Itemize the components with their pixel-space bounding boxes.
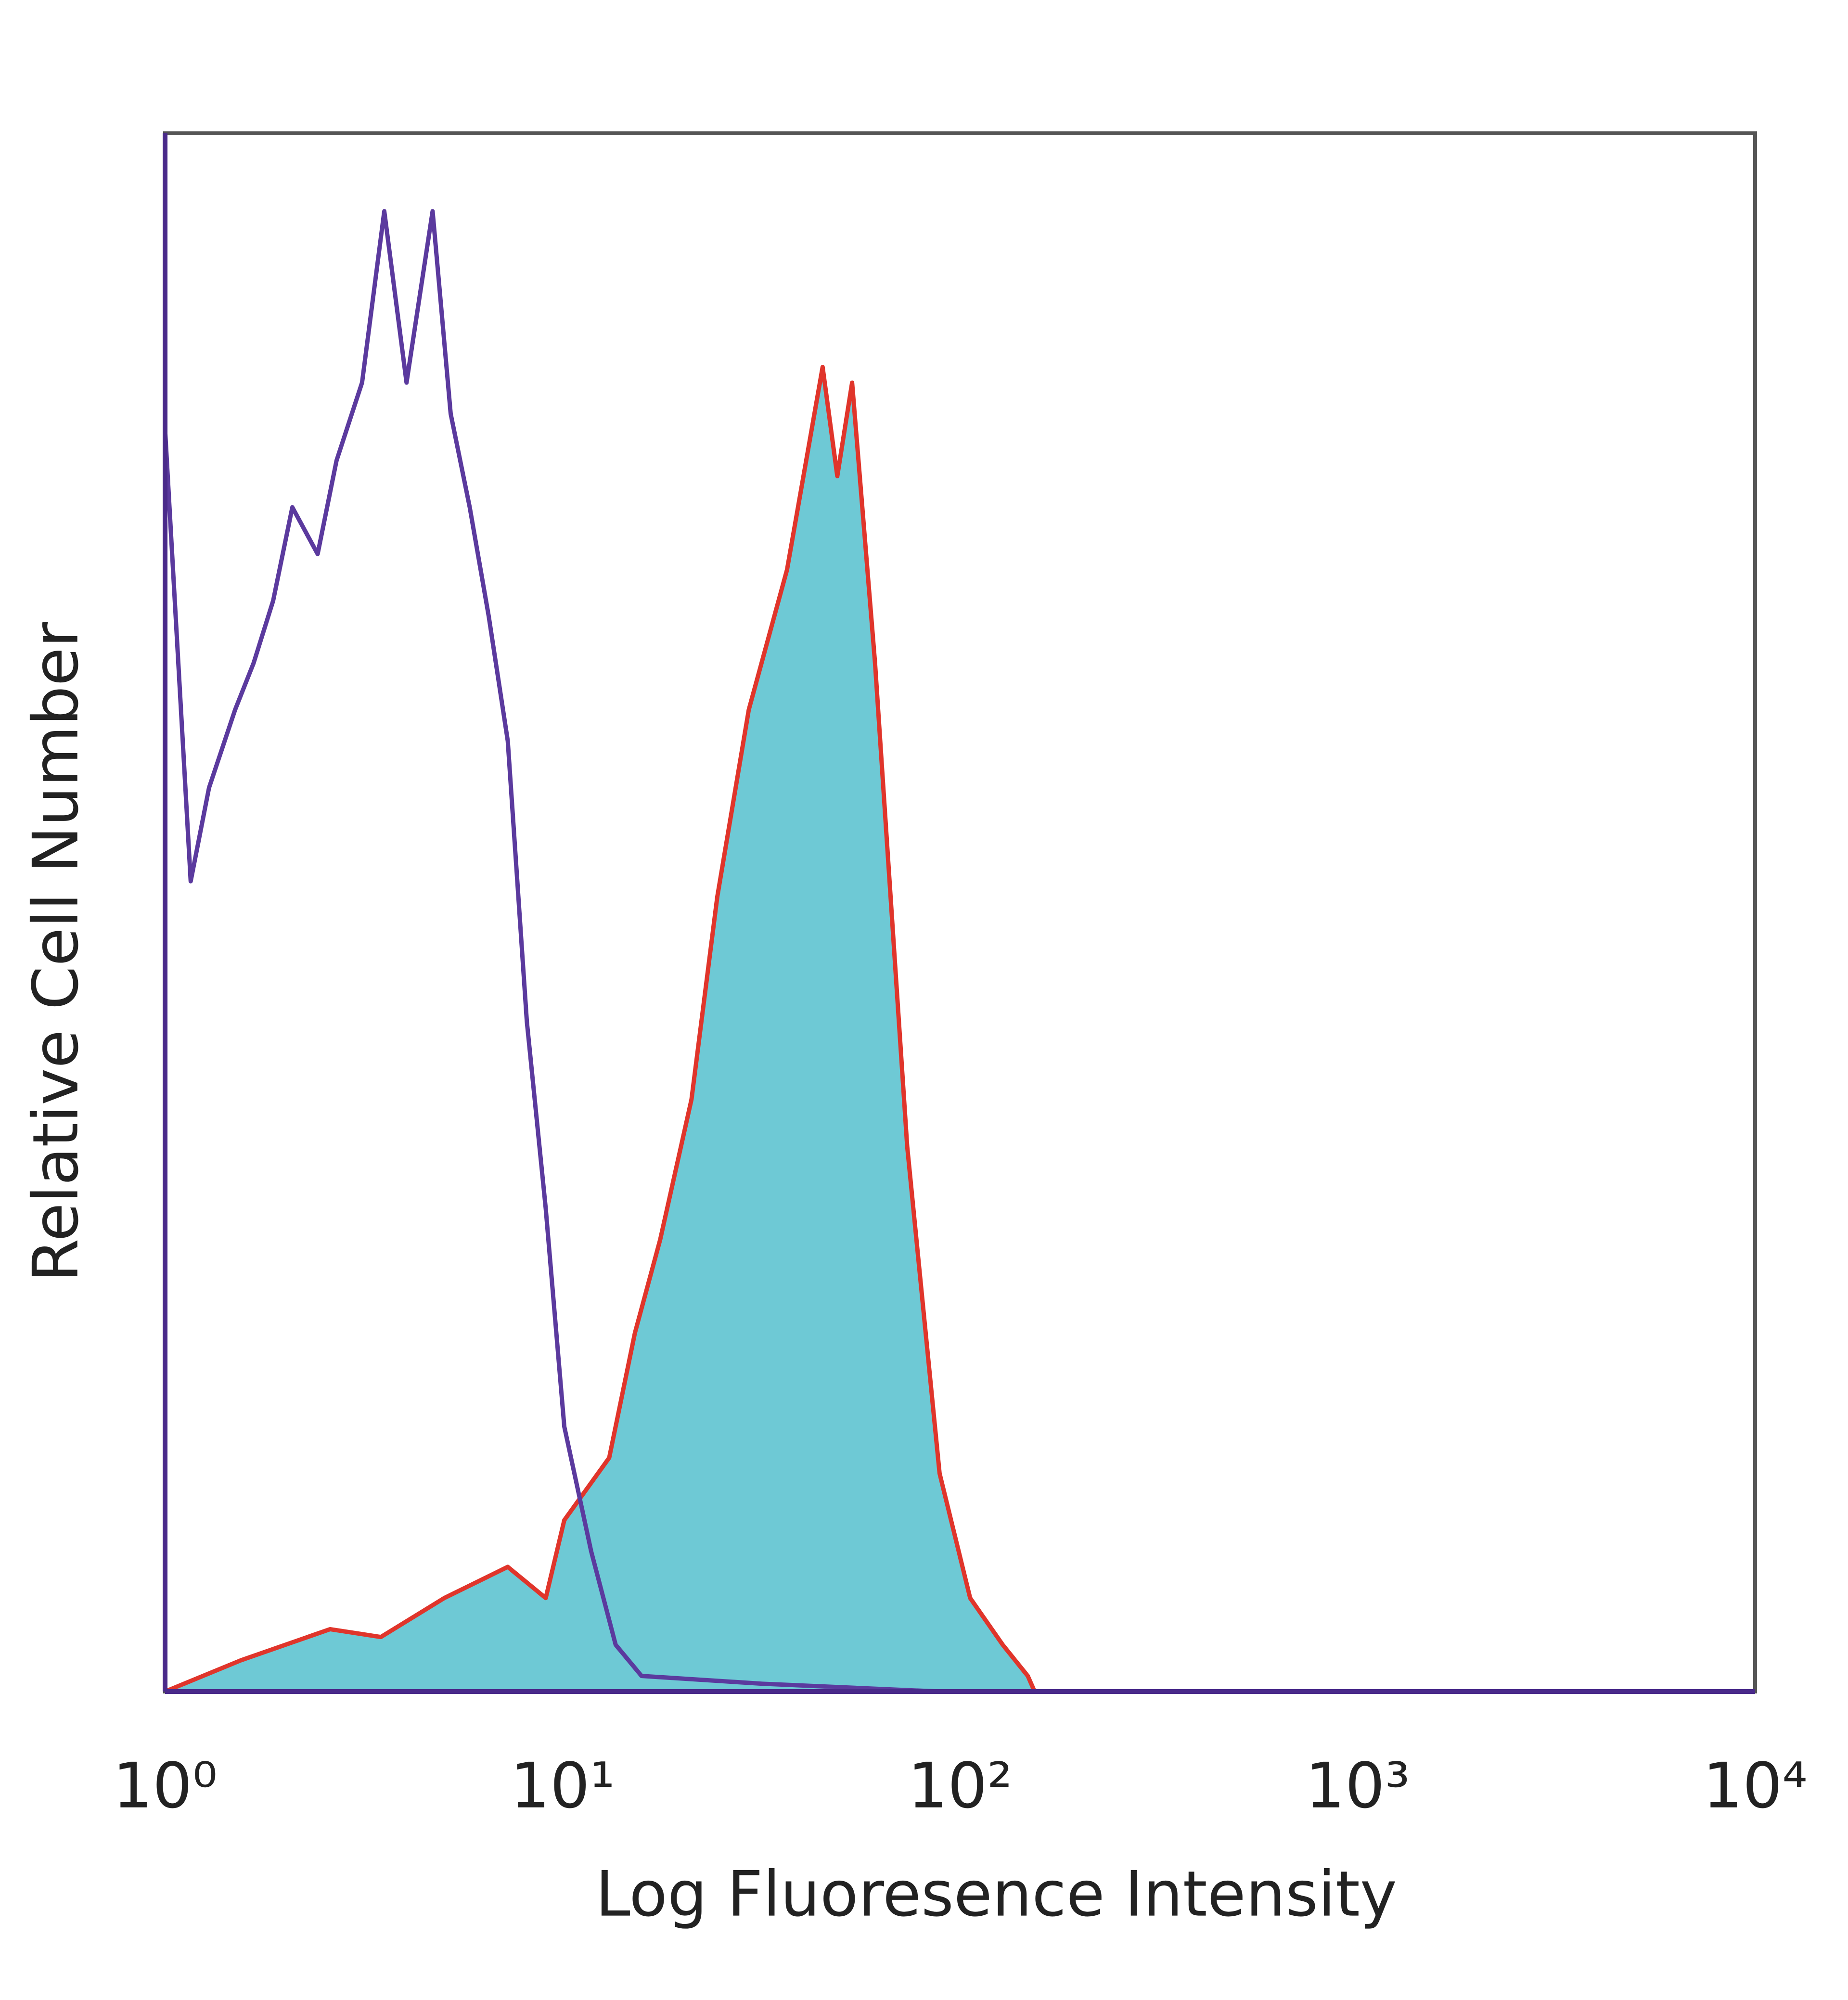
x-tick-label: 10⁴ [1703, 1749, 1808, 1822]
area [165, 367, 1035, 1692]
histogram-line [164, 365, 1037, 1694]
y-axis-label: Relative Cell Number [19, 621, 92, 1282]
histogram-line [163, 209, 1755, 1694]
x-tick-label: 10⁰ [113, 1749, 218, 1822]
x-tick-label: 10² [908, 1749, 1013, 1822]
x-tick-label: 10¹ [510, 1749, 615, 1822]
x-axis-label: Log Fluoresence Intensity [595, 1858, 1397, 1931]
x-tick-label: 10³ [1305, 1749, 1410, 1822]
